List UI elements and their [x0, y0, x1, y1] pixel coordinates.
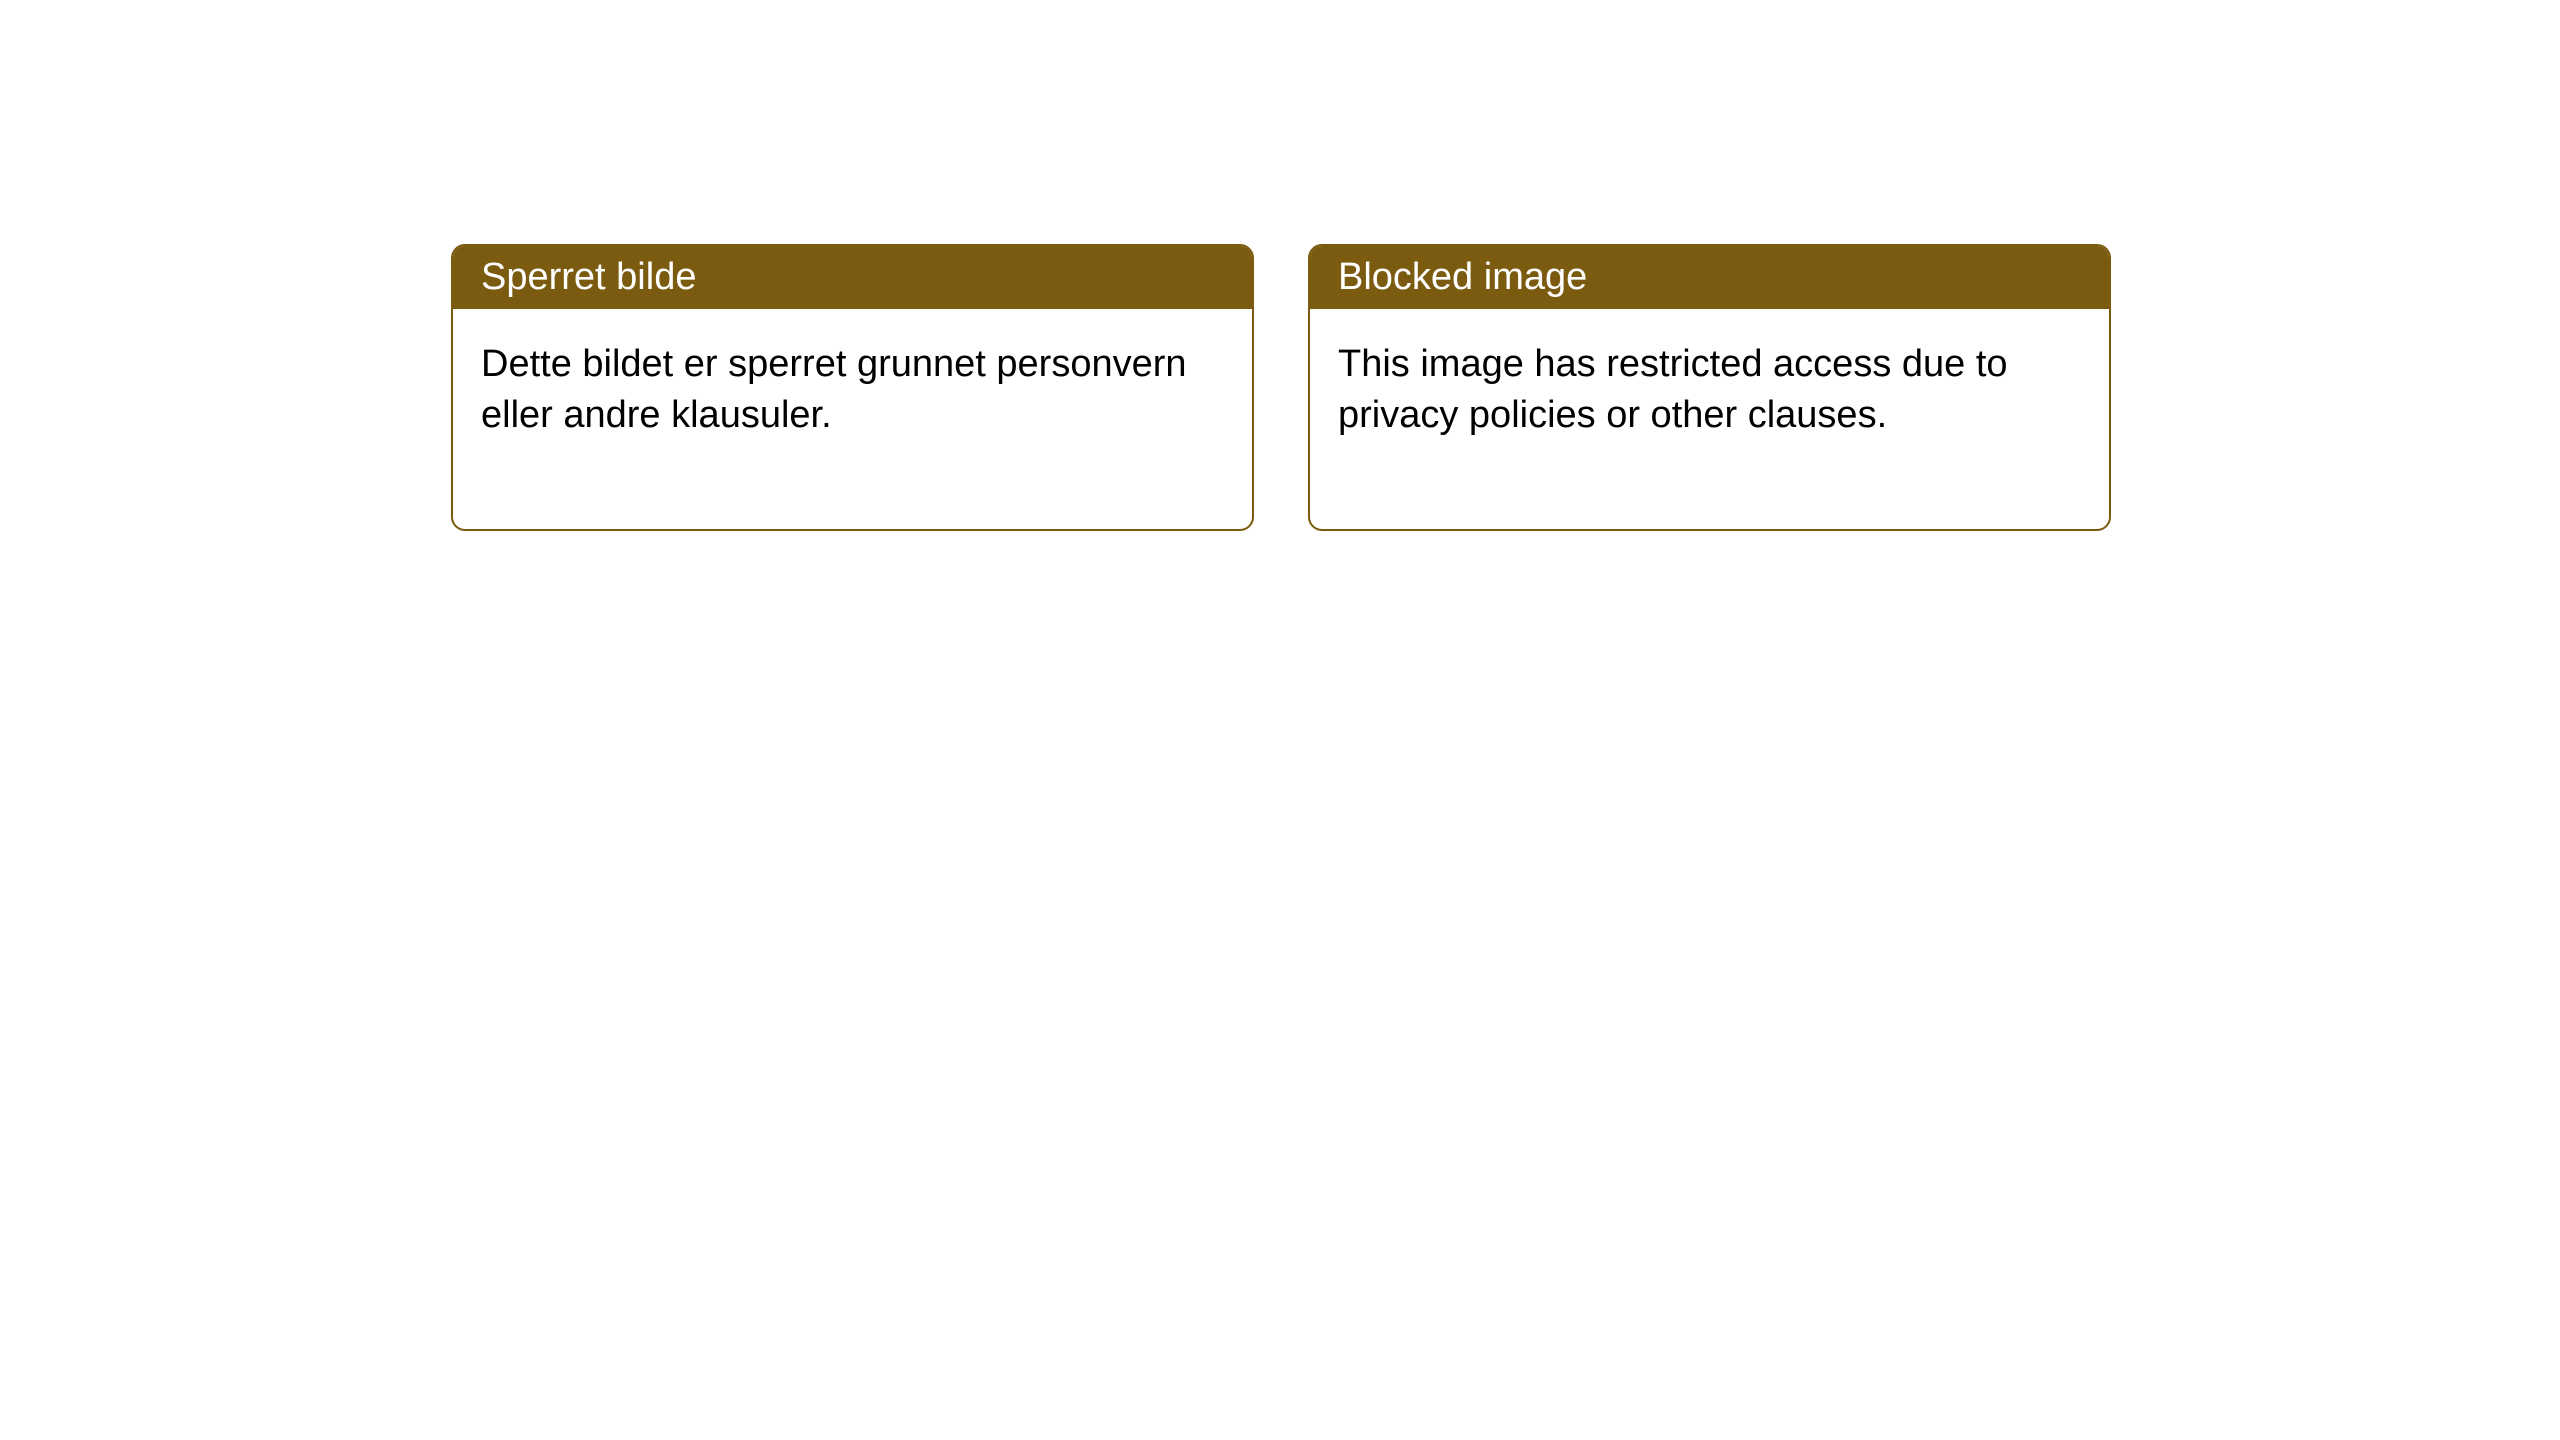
card-header: Blocked image [1310, 246, 2109, 309]
card-title: Blocked image [1338, 256, 1587, 298]
cards-container: Sperret bilde Dette bildet er sperret gr… [451, 244, 2111, 531]
card-english: Blocked image This image has restricted … [1308, 244, 2111, 531]
card-header: Sperret bilde [453, 246, 1252, 309]
card-body-text: Dette bildet er sperret grunnet personve… [481, 343, 1187, 436]
card-body: This image has restricted access due to … [1310, 309, 2109, 529]
card-body: Dette bildet er sperret grunnet personve… [453, 309, 1252, 529]
card-body-text: This image has restricted access due to … [1338, 343, 2008, 436]
card-title: Sperret bilde [481, 256, 696, 298]
card-norwegian: Sperret bilde Dette bildet er sperret gr… [451, 244, 1254, 531]
